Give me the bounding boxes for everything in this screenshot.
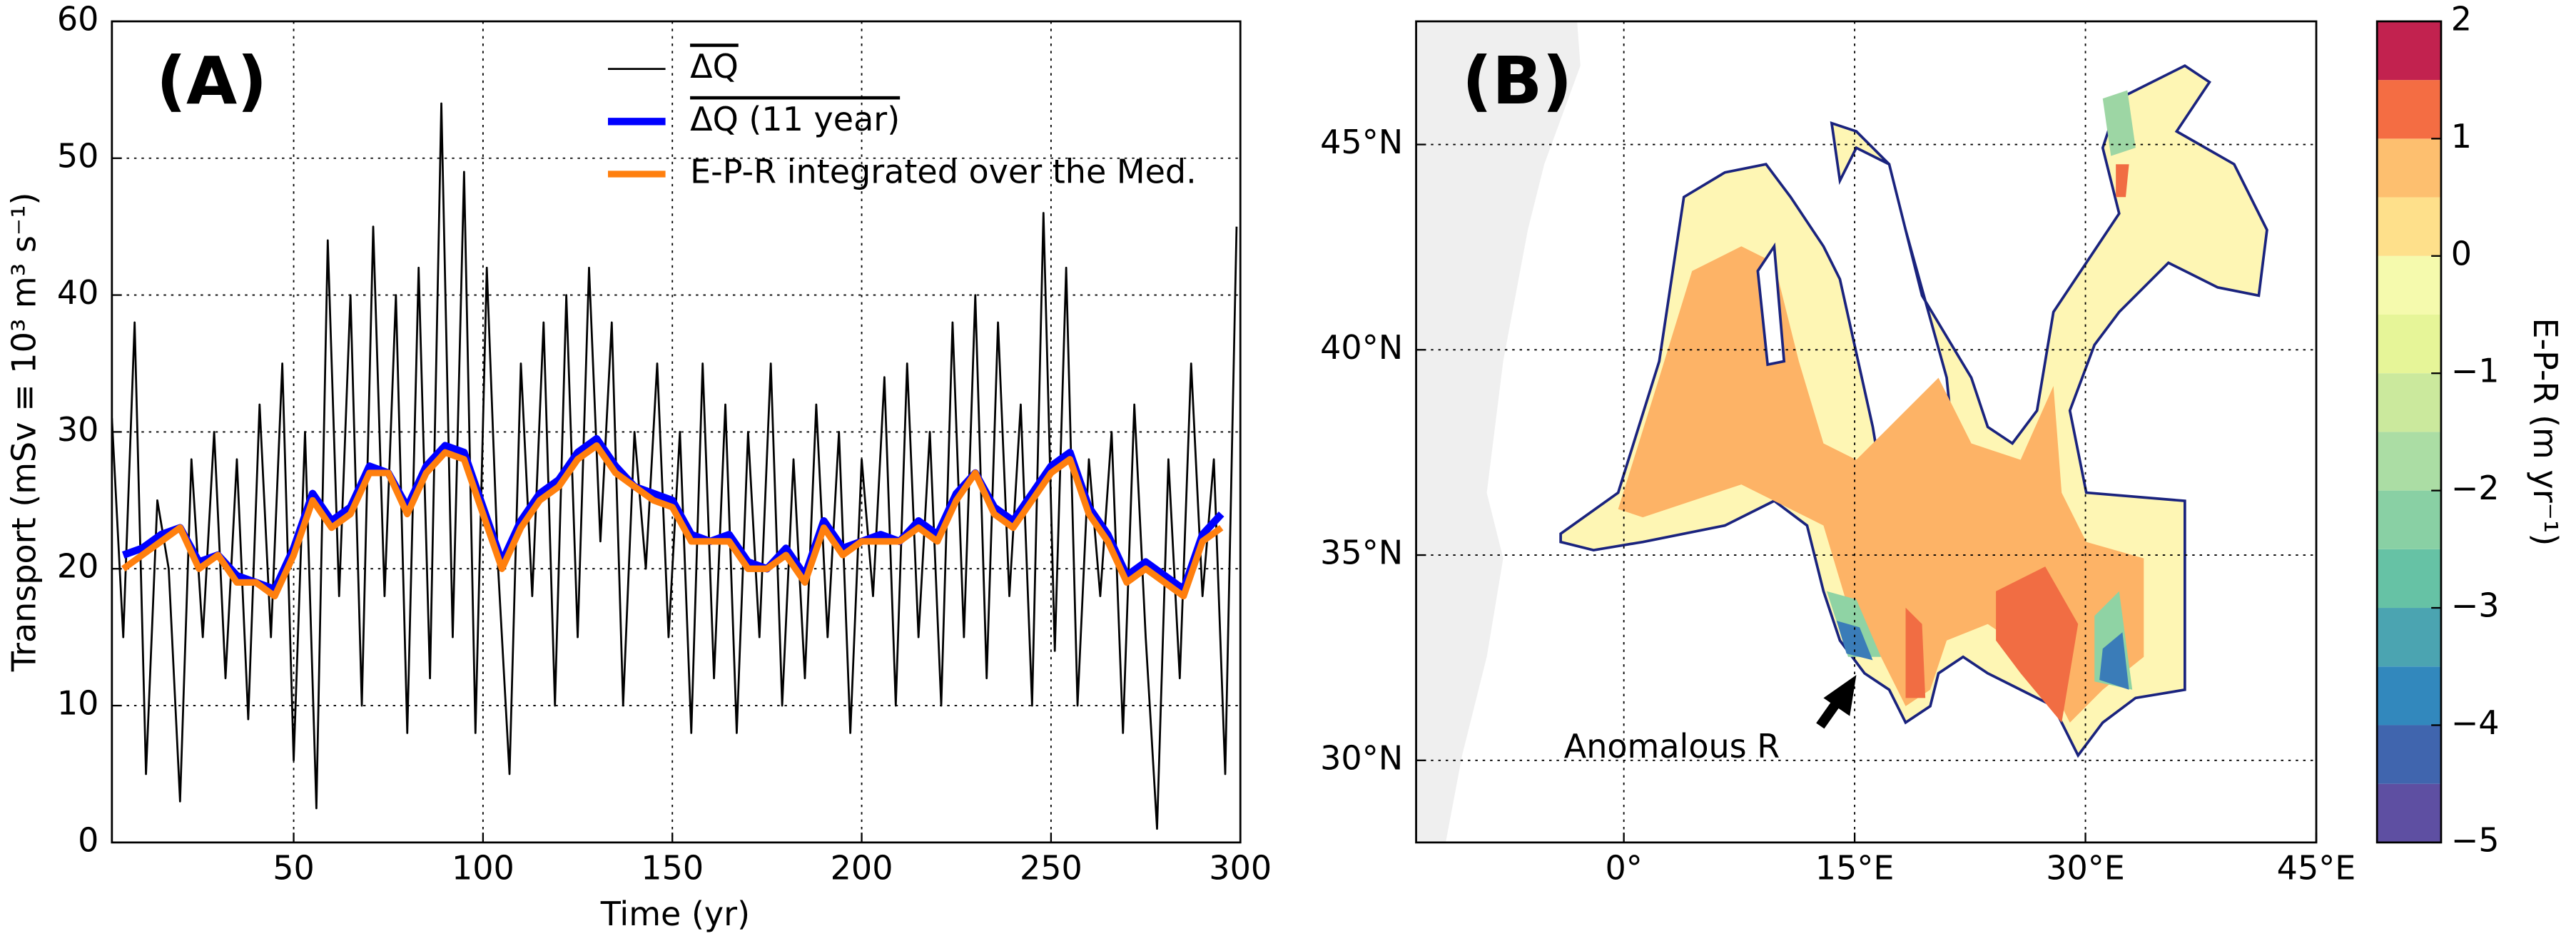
y-axis-label: Transport (mSv ≡ 10³ m³ s⁻¹) <box>5 193 44 673</box>
colorbar-bin <box>2377 21 2441 81</box>
x-tick-label: 300 <box>1209 849 1272 887</box>
colorbar-tick-label: 0 <box>2451 234 2472 273</box>
low-region <box>1836 621 1873 661</box>
y-tick-label: 10 <box>57 684 99 723</box>
x-tick-label: 100 <box>452 849 514 887</box>
high-region <box>1905 607 1926 698</box>
y-tick-label: 20 <box>57 547 99 586</box>
y-tick-label: 60 <box>57 0 99 38</box>
y-tick-label: 0 <box>78 820 98 859</box>
colorbar-bin <box>2377 783 2441 843</box>
axes-frame <box>1415 20 2318 844</box>
colorbar-bin <box>2377 138 2441 198</box>
y-tick-label: 40 <box>57 273 99 312</box>
series-line <box>111 102 1238 830</box>
arrow <box>1816 675 1857 729</box>
low-region <box>1827 591 1881 657</box>
colorbar-label: E-P-R (m yr⁻¹) <box>2526 317 2565 546</box>
x-tick-label: 0° <box>1606 849 1643 887</box>
axes-frame <box>111 20 1242 844</box>
colorbar-bin <box>2377 666 2441 726</box>
series-line <box>121 442 1224 600</box>
x-axis-label: Time (yr) <box>600 895 750 933</box>
colorbar-tick-label: −3 <box>2451 586 2500 625</box>
legend-label: E-P-R integrated over the Med. <box>690 153 1197 191</box>
x-tick-label: 200 <box>831 849 893 887</box>
colorbar-tick-label: −4 <box>2451 703 2500 742</box>
colorbar-bin <box>2377 80 2441 139</box>
y-tick-label: 50 <box>57 136 99 175</box>
x-tick-label: 15°E <box>1815 849 1895 887</box>
map <box>1416 21 2268 843</box>
panel-label: (B) <box>1462 43 1572 119</box>
annotation: Anomalous R <box>1564 727 1780 765</box>
x-tick-label: 50 <box>273 849 315 887</box>
colorbar-bin <box>2377 490 2441 549</box>
colorbar-tick-label: 1 <box>2451 117 2472 156</box>
island <box>1756 242 1786 367</box>
colorbar-tick-label: −5 <box>2451 820 2500 859</box>
colorbar-bin <box>2377 314 2441 374</box>
panel-label: (A) <box>156 43 267 119</box>
colorbar-bin <box>2377 549 2441 609</box>
high-region <box>1996 566 2079 723</box>
y-tick-label: 45°N <box>1320 123 1403 161</box>
y-tick-label: 40°N <box>1320 328 1403 367</box>
x-tick-label: 45°E <box>2277 849 2356 887</box>
land <box>1416 21 1581 843</box>
colorbar-bin <box>2377 197 2441 256</box>
legend-label: ΔQ (11 year) <box>690 100 900 138</box>
colorbar-bin <box>2377 255 2441 315</box>
colorbar-tick-label: −2 <box>2451 469 2500 507</box>
colorbar-bin <box>2377 373 2441 432</box>
legend-label: ΔQ <box>690 47 739 86</box>
y-tick-label: 30 <box>57 410 99 449</box>
x-tick-label: 150 <box>641 849 704 887</box>
y-tick-label: 30°N <box>1320 738 1403 777</box>
plot-lines <box>111 102 1238 830</box>
colorbar-frame <box>2375 20 2443 844</box>
low-region <box>2102 90 2136 156</box>
x-tick-label: 30°E <box>2046 849 2125 887</box>
colorbar-tick-label: 2 <box>2451 0 2472 38</box>
x-tick-label: 250 <box>1020 849 1082 887</box>
y-tick-label: 35°N <box>1320 534 1403 572</box>
low-region <box>2099 632 2129 690</box>
colorbar-bin <box>2377 608 2441 667</box>
colorbar-tick-label: −1 <box>2451 352 2500 390</box>
high-region <box>2116 164 2129 198</box>
colorbar-bin <box>2377 725 2441 784</box>
colorbar-bin <box>2377 432 2441 491</box>
